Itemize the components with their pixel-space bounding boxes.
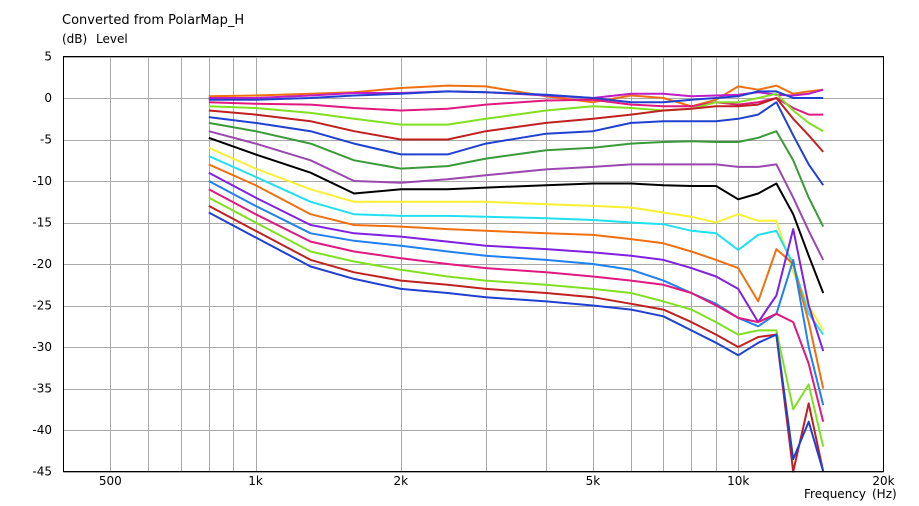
y-tick-label: -5: [40, 133, 52, 147]
series-line-3: [208, 90, 824, 104]
series-line-11: [208, 146, 825, 331]
y-tick-label: -35: [32, 382, 52, 396]
y-tick-labels: 5 0 -5 -10 -15 -20 -25 -30 -35 -40 -45: [32, 50, 52, 479]
y-tick-label: -25: [32, 299, 52, 313]
y-tick-label: 5: [44, 50, 52, 64]
series-line-5: [208, 92, 824, 133]
series-line-15: [208, 180, 825, 406]
x-tick-label: 20k: [872, 474, 894, 488]
series-line-17: [208, 196, 825, 447]
series-line-19: [208, 211, 825, 472]
series-line-8: [208, 121, 825, 228]
x-tick-label: 2k: [394, 474, 409, 488]
y-tick-label: -20: [32, 257, 52, 271]
series-line-14: [208, 171, 825, 352]
y-tick-label: -40: [32, 423, 52, 437]
plot-frame: [63, 56, 884, 472]
x-unit: (Hz): [872, 487, 897, 501]
series-lines: [208, 84, 825, 473]
series-line-16: [208, 188, 825, 422]
grid-lines: [63, 56, 884, 473]
x-axis-label: Frequency: [804, 487, 866, 501]
y-unit: (dB): [62, 32, 87, 46]
y-tick-label: -15: [32, 216, 52, 230]
y-tick-label: -30: [32, 340, 52, 354]
x-tick-label: 1k: [248, 474, 263, 488]
series-line-10: [208, 136, 825, 294]
series-line-9: [208, 130, 825, 261]
chart-title: Converted from PolarMap_H: [62, 13, 244, 28]
series-line-13: [208, 163, 825, 389]
y-tick-label: 0: [44, 91, 52, 105]
series-line-6: [208, 97, 824, 153]
y-tick-label: -10: [32, 174, 52, 188]
series-line-12: [208, 155, 825, 336]
x-tick-labels: 500 1k 2k 5k 10k 20k: [99, 474, 895, 488]
y-axis-label: Level: [96, 32, 128, 46]
x-tick-label: 5k: [586, 474, 601, 488]
x-tick-label: 500: [99, 474, 122, 488]
series-line-7: [208, 101, 825, 186]
x-tick-label: 10k: [727, 474, 749, 488]
y-tick-label: -45: [32, 465, 52, 479]
